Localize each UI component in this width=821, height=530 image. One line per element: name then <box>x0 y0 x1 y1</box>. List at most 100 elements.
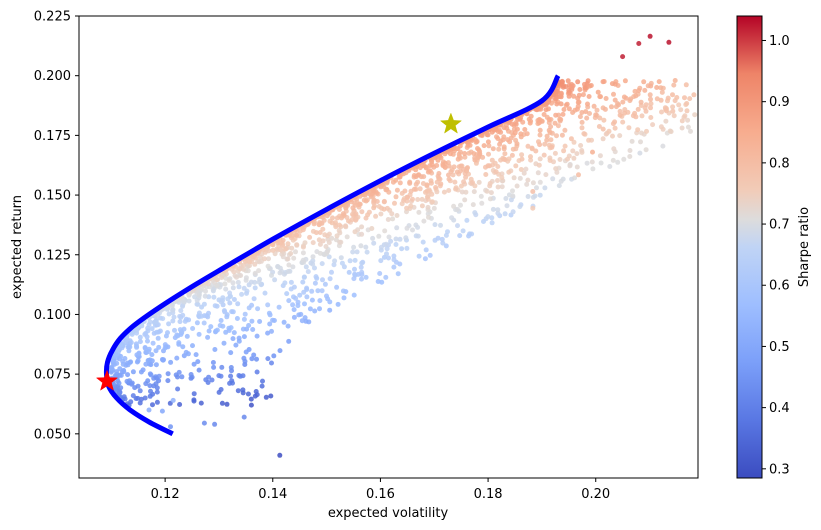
portfolio-point <box>678 107 684 113</box>
portfolio-point <box>395 271 401 277</box>
portfolio-point <box>486 143 492 149</box>
portfolio-point <box>574 164 580 170</box>
portfolio-point <box>313 230 319 236</box>
portfolio-point <box>410 196 415 202</box>
portfolio-point <box>728 78 733 83</box>
portfolio-point <box>534 185 539 191</box>
portfolio-point <box>300 279 306 285</box>
portfolio-point <box>142 395 148 401</box>
portfolio-point <box>300 250 306 256</box>
portfolio-point <box>153 348 159 354</box>
portfolio-point <box>156 373 162 379</box>
portfolio-point <box>660 143 666 149</box>
portfolio-point <box>413 222 419 228</box>
x-axis-label: expected volatility <box>328 506 449 521</box>
portfolio-point <box>433 185 439 190</box>
portfolio-point <box>165 330 170 336</box>
portfolio-point <box>438 181 444 187</box>
portfolio-point <box>257 319 263 324</box>
portfolio-point <box>241 266 247 272</box>
portfolio-point <box>411 186 417 192</box>
colorbar-tick-label: 1.0 <box>769 34 790 49</box>
colorbar-tick-label: 0.4 <box>769 401 790 416</box>
portfolio-point <box>524 181 530 187</box>
portfolio-point <box>377 271 383 276</box>
portfolio-point <box>413 181 419 187</box>
portfolio-point <box>443 243 449 249</box>
portfolio-point <box>221 340 227 346</box>
portfolio-point <box>514 126 520 132</box>
portfolio-point <box>177 319 183 325</box>
portfolio-point <box>235 301 241 307</box>
portfolio-point <box>439 236 445 242</box>
portfolio-point <box>196 310 202 316</box>
portfolio-point <box>570 110 576 115</box>
portfolio-point <box>319 261 325 267</box>
portfolio-point <box>363 198 369 204</box>
portfolio-point <box>243 349 249 355</box>
portfolio-point <box>564 101 570 107</box>
portfolio-point <box>495 207 501 213</box>
portfolio-point <box>519 152 525 158</box>
portfolio-point <box>561 107 567 112</box>
portfolio-point <box>218 373 224 379</box>
portfolio-point <box>161 357 166 363</box>
portfolio-point <box>410 227 415 233</box>
y-tick-label: 0.150 <box>34 189 71 204</box>
portfolio-point <box>125 362 131 368</box>
x-tick-label: 0.20 <box>581 487 610 502</box>
portfolio-point <box>480 154 486 160</box>
portfolio-point <box>378 258 384 264</box>
portfolio-point <box>620 54 626 60</box>
portfolio-point <box>489 220 495 226</box>
portfolio-point <box>671 82 677 88</box>
portfolio-point <box>543 107 549 113</box>
portfolio-point <box>265 356 271 362</box>
portfolio-point <box>627 148 633 153</box>
portfolio-point <box>276 304 282 310</box>
portfolio-point <box>147 393 153 399</box>
portfolio-point <box>685 117 691 123</box>
portfolio-point <box>510 209 516 215</box>
portfolio-point <box>188 372 194 377</box>
portfolio-point <box>265 330 271 336</box>
portfolio-point <box>323 244 329 249</box>
portfolio-point <box>556 183 562 189</box>
portfolio-point <box>205 334 211 340</box>
portfolio-point <box>449 215 455 221</box>
portfolio-point <box>596 124 602 129</box>
portfolio-point <box>265 302 271 308</box>
portfolio-point <box>575 103 581 109</box>
portfolio-point <box>148 388 153 394</box>
y-axis-ticks: 0.050 0.075 0.100 0.125 0.150 0.175 0.200 0.225 <box>34 10 79 442</box>
portfolio-point <box>353 211 359 217</box>
max-sharpe-star-marker <box>439 112 463 134</box>
portfolio-point <box>484 188 490 194</box>
portfolio-point <box>305 269 311 275</box>
portfolio-point <box>331 262 337 268</box>
portfolio-point <box>637 150 643 156</box>
portfolio-point <box>241 334 247 340</box>
colorbar-tick-label: 0.3 <box>769 462 790 477</box>
portfolio-point <box>352 266 357 272</box>
portfolio-point <box>517 204 523 210</box>
portfolio-point <box>429 191 435 197</box>
portfolio-point <box>178 308 184 314</box>
portfolio-point <box>210 287 216 292</box>
scatter-points <box>108 33 733 458</box>
portfolio-point <box>218 387 224 392</box>
portfolio-point <box>268 393 274 399</box>
portfolio-point <box>339 260 345 266</box>
portfolio-point <box>137 334 143 340</box>
portfolio-point <box>415 197 421 202</box>
portfolio-point <box>294 232 299 238</box>
portfolio-point <box>587 111 592 116</box>
portfolio-point <box>128 340 134 345</box>
portfolio-point <box>142 345 148 351</box>
portfolio-point <box>408 203 414 209</box>
portfolio-point <box>116 380 122 386</box>
portfolio-point <box>683 82 689 88</box>
portfolio-point <box>419 203 425 209</box>
portfolio-point <box>124 378 130 384</box>
portfolio-point <box>656 79 662 85</box>
